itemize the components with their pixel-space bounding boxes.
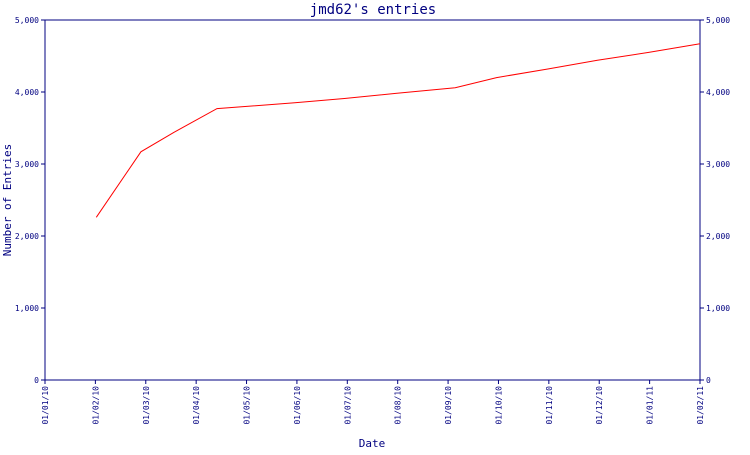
- x-tick-label: 01/11/10: [545, 386, 554, 425]
- x-tick-label: 01/06/10: [293, 386, 302, 425]
- x-tick-label: 01/03/10: [142, 386, 151, 425]
- x-tick-label: 01/01/11: [646, 386, 655, 425]
- y-tick-label-left: 3,000: [15, 160, 39, 169]
- x-tick-label: 01/04/10: [192, 386, 201, 425]
- y-tick-label-left: 5,000: [15, 16, 39, 25]
- y-tick-label-right: 4,000: [706, 88, 730, 97]
- y-tick-label-left: 1,000: [15, 304, 39, 313]
- x-tick-label: 01/10/10: [494, 386, 503, 425]
- y-axis-title: Number of Entries: [1, 144, 14, 257]
- x-tick-label: 01/12/10: [595, 386, 604, 425]
- y-tick-label-right: 3,000: [706, 160, 730, 169]
- x-tick-label: 01/02/10: [91, 386, 100, 425]
- chart-title: jmd62's entries: [310, 2, 436, 18]
- axes: [44, 19, 701, 381]
- y-tick-label-right: 0: [706, 376, 711, 385]
- x-tick-label: 01/01/10: [41, 386, 50, 425]
- y-tick-label-right: 1,000: [706, 304, 730, 313]
- series-layer: [95, 43, 701, 218]
- x-axis-title: Date: [359, 437, 386, 450]
- y-tick-label-right: 2,000: [706, 232, 730, 241]
- y-tick-label-left: 4,000: [15, 88, 39, 97]
- ticks: 0 0 1,000 1,000 2,000 2,000 3,000 3,000 4,000 4,0…: [15, 16, 730, 425]
- x-tick-label: 01/08/10: [394, 386, 403, 425]
- x-tick-label: 01/07/10: [343, 386, 352, 425]
- y-tick-label-left: 0: [34, 376, 39, 385]
- x-tick-label: 01/05/10: [243, 386, 252, 425]
- series-line: [95, 43, 701, 218]
- y-tick-label-left: 2,000: [15, 232, 39, 241]
- x-tick-label: 01/09/10: [444, 386, 453, 425]
- x-tick-label: 01/02/11: [696, 386, 705, 425]
- y-tick-label-right: 5,000: [706, 16, 730, 25]
